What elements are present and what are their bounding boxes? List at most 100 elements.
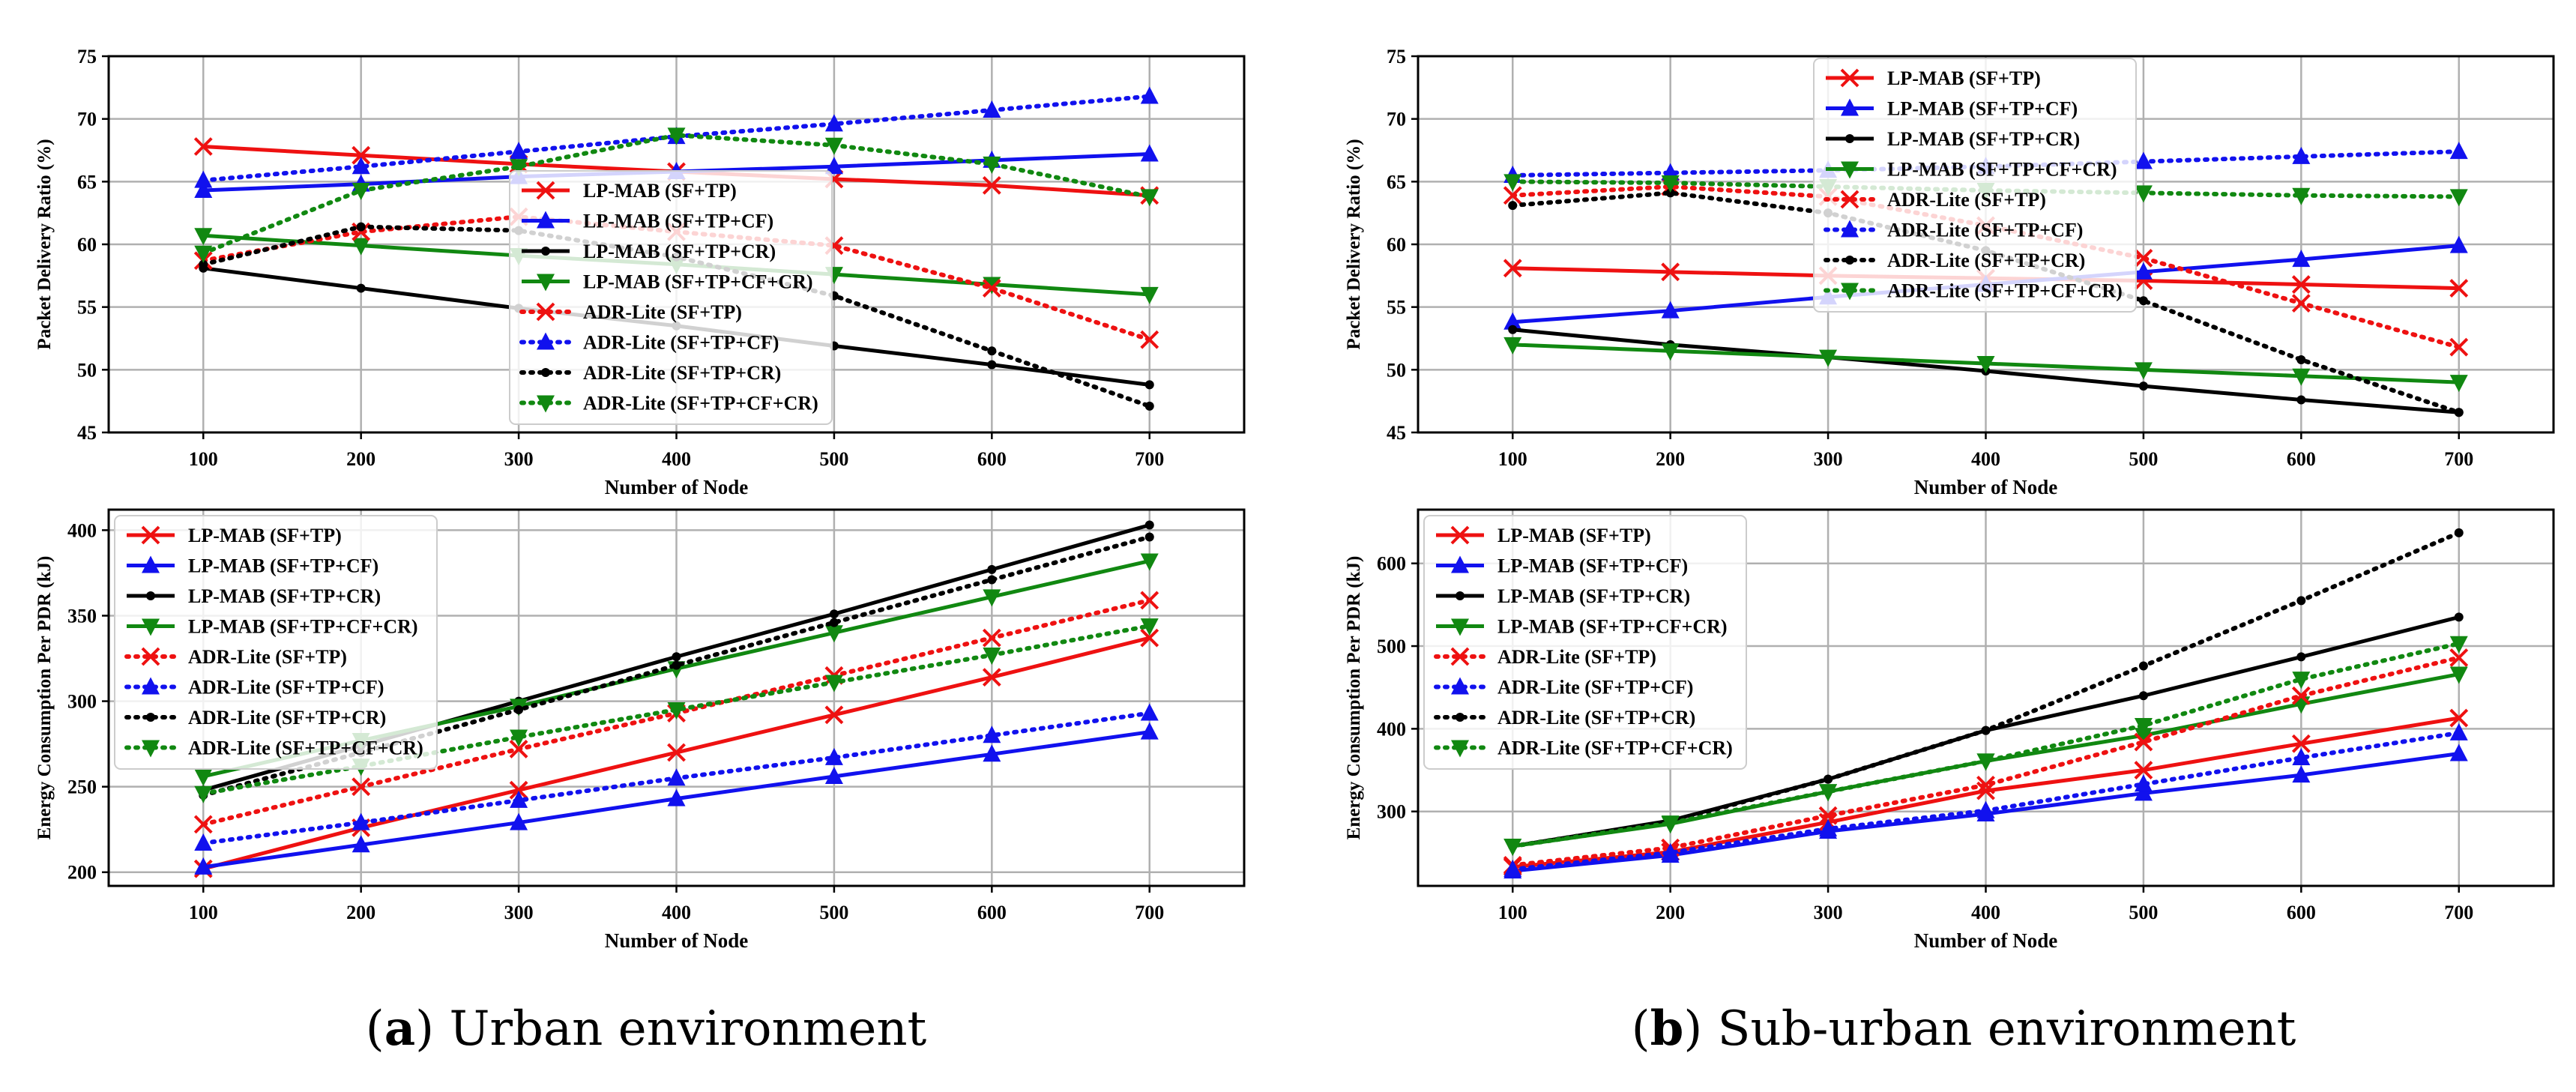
legend-label: ADR-Lite (SF+TP+CF+CR) (188, 737, 423, 759)
data-point (983, 100, 1001, 118)
chart-urban-pdr: 100 200 300 400 500 600 700 45 50 55 60 65 70 75 Numbe… (34, 46, 1246, 498)
data-point (2449, 189, 2468, 207)
data-point (194, 245, 213, 263)
data-point (824, 766, 843, 784)
y-tick-label: 600 (1377, 553, 1406, 575)
legend-entry: ADR-Lite (SF+TP+CF+CR) (519, 393, 818, 414)
data-point (199, 259, 208, 269)
x-tick-label: 600 (977, 902, 1007, 923)
legend-entry: ADR-Lite (SF+TP+CF+CR) (1434, 737, 1733, 759)
caption-suburban: (b) Sub-urban environment (1631, 1001, 2296, 1057)
data-point (2134, 151, 2153, 169)
x-tick-label: 600 (977, 448, 1007, 470)
data-point (983, 647, 1001, 665)
legend-label: ADR-Lite (SF+TP+CR) (1887, 250, 2085, 271)
data-point (1503, 859, 1522, 877)
data-point (1661, 262, 1680, 282)
legend-marker (146, 713, 155, 722)
legend-marker (541, 247, 550, 256)
data-point (2292, 765, 2311, 783)
data-point (1819, 349, 1838, 367)
legend-label: LP-MAB (SF+TP+CF) (1497, 555, 1688, 577)
x-tick-label: 300 (1814, 448, 1843, 470)
data-point (2296, 355, 2306, 364)
legend-marker (536, 181, 555, 200)
legend-label: ADR-Lite (SF+TP+CF) (188, 677, 384, 699)
data-point (1661, 842, 1680, 860)
legend-label: ADR-Lite (SF+TP) (583, 301, 742, 323)
data-point (2449, 375, 2468, 393)
legend-entry: LP-MAB (SF+TP+CR) (1826, 128, 2080, 150)
data-point (1144, 532, 1154, 542)
legend-label: LP-MAB (SF+TP+CF) (583, 211, 773, 232)
y-tick-label: 500 (1377, 636, 1406, 657)
data-point (2134, 732, 2153, 752)
data-point (1140, 330, 1159, 349)
data-point (2134, 262, 2153, 280)
data-point (2291, 734, 2311, 753)
legend-marker (537, 395, 555, 413)
data-point (2138, 381, 2148, 391)
y-tick-label: 300 (67, 691, 97, 713)
legend-label: LP-MAB (SF+TP) (1497, 525, 1651, 546)
y-tick-label: 400 (67, 519, 97, 541)
x-tick-label: 400 (1971, 448, 2000, 470)
data-point (194, 170, 213, 188)
data-point (1661, 301, 1680, 319)
legend-marker (1451, 740, 1469, 758)
data-point (672, 652, 681, 662)
data-point (2138, 691, 2148, 701)
data-point (194, 785, 213, 803)
x-tick-label: 100 (189, 902, 218, 923)
data-point (352, 145, 371, 165)
legend-entry: LP-MAB (SF+TP+CF) (522, 211, 773, 232)
legend-marker (536, 302, 555, 322)
legend-box (1423, 515, 1747, 770)
x-axis-label: Number of Node (605, 476, 749, 498)
data-point (1140, 591, 1159, 610)
x-tick-label: 500 (819, 448, 848, 470)
legend-label: ADR-Lite (SF+TP+CF) (583, 332, 779, 354)
x-tick-label: 300 (504, 448, 534, 470)
data-point (1140, 618, 1159, 636)
x-tick-label: 400 (662, 902, 691, 923)
data-point (194, 181, 213, 199)
data-point (2296, 652, 2306, 662)
legend-entry: LP-MAB (SF+TP+CF+CR) (522, 271, 813, 293)
data-point (667, 788, 686, 806)
data-point (2449, 648, 2469, 667)
x-tick-label: 700 (1135, 448, 1164, 470)
y-tick-label: 250 (67, 776, 97, 798)
data-point (824, 114, 843, 132)
legend-label: LP-MAB (SF+TP+CF+CR) (583, 271, 813, 293)
legend-label: LP-MAB (SF+TP+CF+CR) (1887, 159, 2117, 181)
caption-letter-b: b (1650, 1001, 1684, 1057)
data-point (1818, 806, 1838, 825)
x-tick-label: 100 (1498, 448, 1527, 470)
data-point (510, 142, 528, 160)
data-point (1140, 86, 1159, 104)
data-point (1503, 186, 1522, 205)
legend-marker (142, 618, 160, 636)
y-tick-label: 45 (1387, 422, 1406, 444)
legend-entry: ADR-Lite (SF+TP+CR) (1434, 707, 1695, 728)
data-point (1140, 553, 1159, 571)
data-point (352, 157, 370, 175)
data-point (2449, 666, 2468, 684)
data-point (1976, 753, 1995, 771)
data-point (1140, 722, 1159, 740)
legend-entry: ADR-Lite (SF+TP+CF) (124, 677, 384, 699)
legend-entry: LP-MAB (SF+TP) (1826, 67, 2041, 89)
y-tick-label: 50 (1387, 359, 1406, 381)
data-point (2134, 248, 2153, 268)
legend-entry: LP-MAB (SF+TP+CF) (1826, 98, 2078, 120)
data-point (983, 156, 1001, 174)
data-point (1819, 784, 1838, 802)
data-point (2292, 672, 2311, 690)
data-point (2292, 187, 2311, 205)
data-point (2134, 185, 2153, 203)
data-point (1661, 343, 1680, 361)
legend: LP-MAB (SF+TP) LP-MAB (SF+TP+CF) LP-MAB (S… (114, 515, 438, 770)
legend-marker (1456, 713, 1465, 722)
